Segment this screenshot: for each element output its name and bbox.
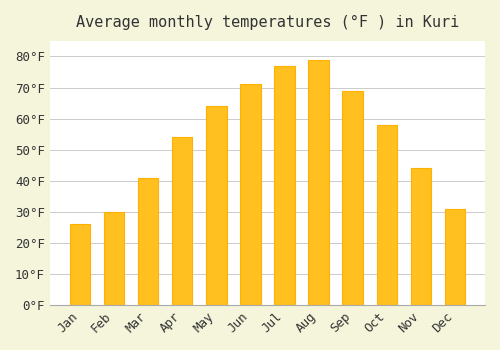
Bar — [445, 209, 465, 305]
Bar — [274, 66, 294, 305]
Title: Average monthly temperatures (°F ) in Kuri: Average monthly temperatures (°F ) in Ku… — [76, 15, 459, 30]
Bar — [104, 212, 124, 305]
Bar — [342, 91, 363, 305]
Bar — [206, 106, 227, 305]
Bar — [410, 168, 431, 305]
Bar — [376, 125, 397, 305]
Bar — [138, 178, 158, 305]
Bar — [240, 84, 260, 305]
Bar — [308, 60, 329, 305]
Bar — [70, 224, 90, 305]
Bar — [172, 137, 193, 305]
